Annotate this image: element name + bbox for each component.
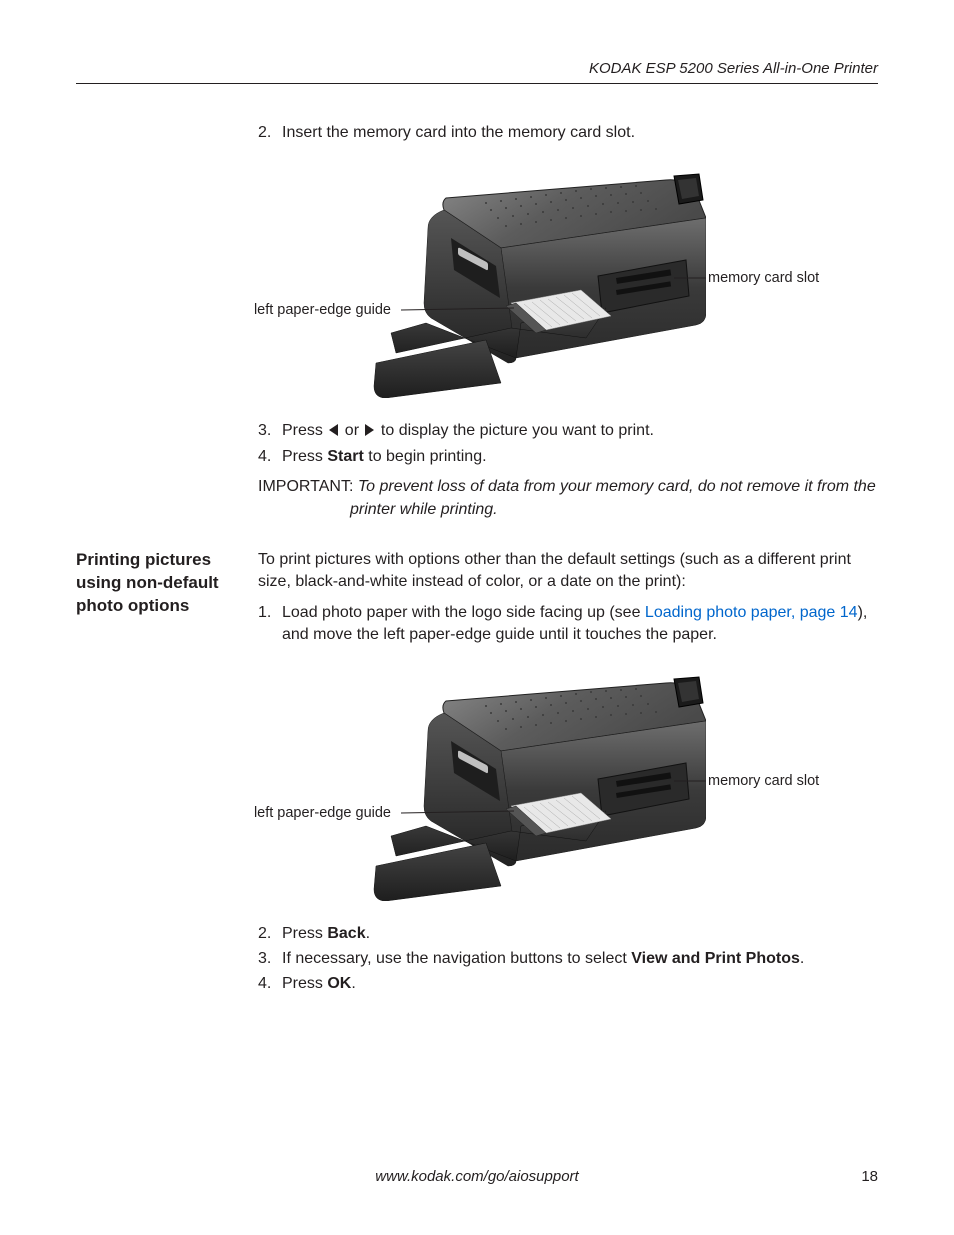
- s2-step-2: 2. Press Back.: [258, 923, 878, 945]
- left-arrow-icon: [329, 424, 338, 436]
- callout-card-slot: memory card slot: [708, 268, 819, 288]
- callout-paper-guide-2: left paper-edge guide: [236, 803, 391, 823]
- printer-illustration-2: [366, 661, 706, 901]
- printer-diagram-2: left paper-edge guide memory card slot: [248, 661, 878, 909]
- step-2: 2.Insert the memory card into the memory…: [258, 122, 878, 144]
- page-footer: www.kodak.com/go/aiosupport 18: [76, 1168, 878, 1185]
- s2-step-4: 4. Press OK.: [258, 973, 878, 995]
- step-3: 3. Press or to display the picture you w…: [258, 420, 878, 442]
- section-intro: To print pictures with options other tha…: [258, 549, 878, 594]
- callout-paper-guide: left paper-edge guide: [236, 300, 391, 320]
- section-continued: 2.Insert the memory card into the memory…: [76, 118, 878, 521]
- right-arrow-icon: [365, 424, 374, 436]
- footer-url: www.kodak.com/go/aiosupport: [116, 1168, 838, 1185]
- printer-diagram-1: left paper-edge guide memory card slot: [248, 158, 878, 406]
- page-number: 18: [838, 1168, 878, 1185]
- header-title: KODAK ESP 5200 Series All-in-One Printer: [589, 60, 878, 77]
- s2-step-1: 1. Load photo paper with the logo side f…: [258, 602, 878, 647]
- page-header: KODAK ESP 5200 Series All-in-One Printer: [76, 60, 878, 84]
- section-non-default: Printing pictures using non-default phot…: [76, 549, 878, 1000]
- s2-step-3: 3. If necessary, use the navigation butt…: [258, 948, 878, 970]
- printer-illustration: [366, 158, 706, 398]
- section-heading: Printing pictures using non-default phot…: [76, 549, 248, 618]
- important-note: IMPORTANT: To prevent loss of data from …: [258, 476, 878, 521]
- step-4: 4. Press Start to begin printing.: [258, 446, 878, 468]
- callout-card-slot-2: memory card slot: [708, 771, 819, 791]
- link-loading-paper[interactable]: Loading photo paper, page 14: [645, 604, 858, 621]
